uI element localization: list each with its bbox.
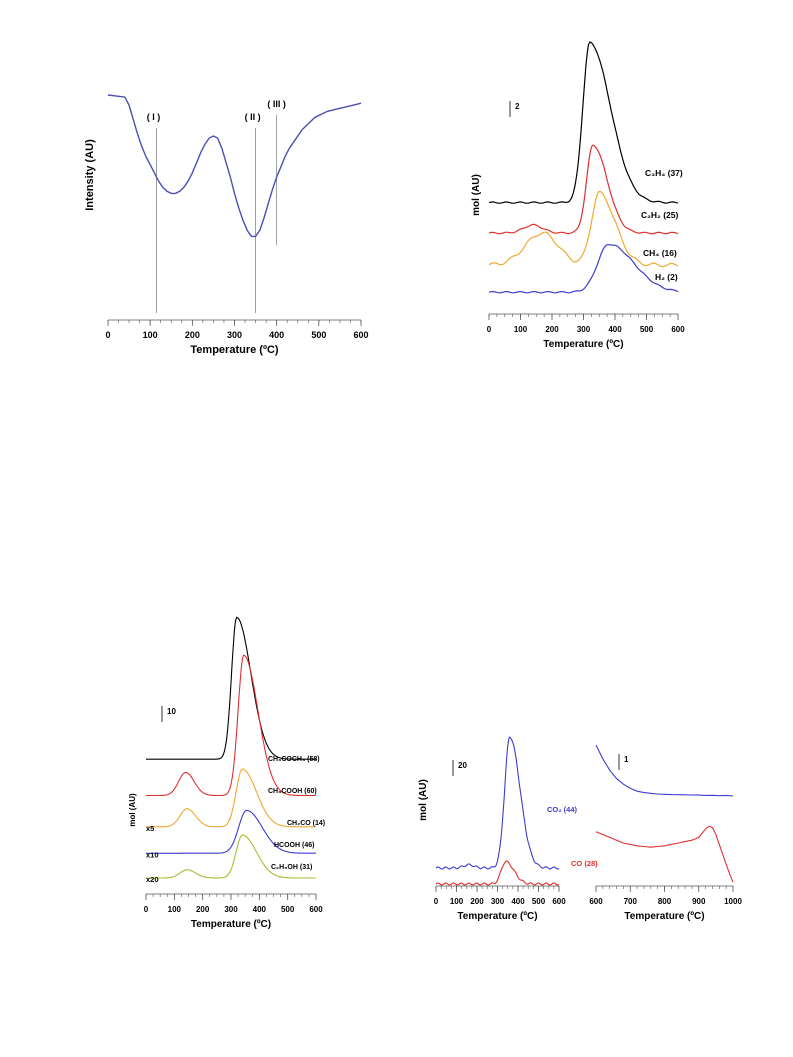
series-line [595,825,734,883]
x-tick-label: 600 [309,905,323,914]
x-tick-label: 500 [640,325,654,334]
x-axis-label: Temperature (ºC) [624,911,704,922]
x-tick-label: 400 [269,330,284,340]
series-label: C₂H₅OH (31) [271,864,312,871]
y-axis-label: mol (AU) [471,174,482,216]
series-label: CH₃COOH (60) [268,788,317,795]
series-label: CH₂CO (14) [287,820,325,827]
x-axis-label: Temperature (ºC) [190,344,278,356]
series-line [488,41,679,204]
x-tick-label: 300 [577,325,591,334]
x-tick-label: 500 [532,897,546,906]
x-tick-label: 900 [692,897,706,906]
x-tick-label: 300 [491,897,505,906]
series-line [146,809,316,854]
x-tick-label: 800 [658,897,672,906]
x-tick-label: 100 [168,905,182,914]
x-tick-label: 100 [450,897,464,906]
series-label: HCOOH (46) [274,842,314,849]
x-tick-label: 400 [511,897,525,906]
series-line [146,616,316,760]
annotation-label: ( II ) [245,112,261,122]
x-tick-label: 600 [552,897,566,906]
x-tick-label: 200 [470,897,484,906]
multiplier-label: x20 [146,875,159,884]
x-tick-label: 300 [227,330,242,340]
series-line [488,190,679,268]
x-tick-label: 600 [353,330,368,340]
x-axis-label: Temperature (ºC) [191,919,271,930]
x-tick-label: 500 [311,330,326,340]
x-tick-label: 300 [224,905,238,914]
x-tick-label: 500 [281,905,295,914]
x-tick-label: 0 [487,325,492,334]
chart-c: 0 100 200 300 400 500 600 Temperature (ºC) mol (… [128,616,325,930]
series-line [435,736,560,870]
x-tick-label: 200 [196,905,210,914]
x-tick-label: 700 [624,897,638,906]
multiplier-label: x5 [146,824,154,833]
series-label: H₂ (2) [655,272,678,282]
series-line [146,834,316,879]
x-tick-label: 400 [253,905,267,914]
series-line [435,860,560,886]
chart-d: 0 100 200 300 400 500 600 Temperature (ºC) mol (… [418,736,598,922]
scale-bar-label: 2 [515,102,520,111]
series-label: CH₃COCH₃ (58) [268,756,320,763]
y-axis-label: mol (AU) [418,779,429,821]
series-label: CH₄ (16) [643,248,677,258]
series-label: CO (28) [571,859,598,868]
x-tick-label: 200 [185,330,200,340]
x-tick-label: 0 [144,905,149,914]
annotation-label: ( III ) [267,99,286,109]
x-tick-label: 0 [434,897,439,906]
x-tick-label: 200 [545,325,559,334]
series-line [488,244,679,294]
annotation-label: ( I ) [147,112,161,122]
x-tick-label: 100 [143,330,158,340]
scale-bar-label: 20 [458,761,467,770]
series-line [595,744,734,797]
scale-bar-label: 10 [167,707,176,716]
x-tick-label: 600 [671,325,685,334]
x-tick-label: 600 [589,897,603,906]
y-axis-label: Intensity (AU) [84,139,96,211]
series-line [146,654,316,797]
series-line [107,94,362,238]
chart-b: 0 100 200 300 400 500 600 Temperature (ºC) mol (… [471,41,685,350]
x-axis-label: Temperature (ºC) [457,911,537,922]
x-tick-label: 1000 [724,897,742,906]
x-tick-label: 400 [608,325,622,334]
y-axis-label: mol (AU) [128,793,137,827]
x-tick-label: 0 [105,330,110,340]
series-label: C₂H₂ (25) [641,210,678,220]
series-line [488,144,679,235]
chart-a: 0 100 200 300 400 500 600 Temperature (ºC) Inten… [84,94,369,356]
multiplier-label: x10 [146,850,159,859]
chart-e: 600 700 800 900 1000 Temperature (ºC) 1 [589,744,742,922]
series-label: C₃H₄ (37) [645,168,683,178]
series-label: CO₂ (44) [547,805,578,814]
x-tick-label: 100 [514,325,528,334]
series-line [146,768,316,828]
x-axis-label: Temperature (ºC) [543,339,623,350]
scale-bar-label: 1 [624,755,629,764]
